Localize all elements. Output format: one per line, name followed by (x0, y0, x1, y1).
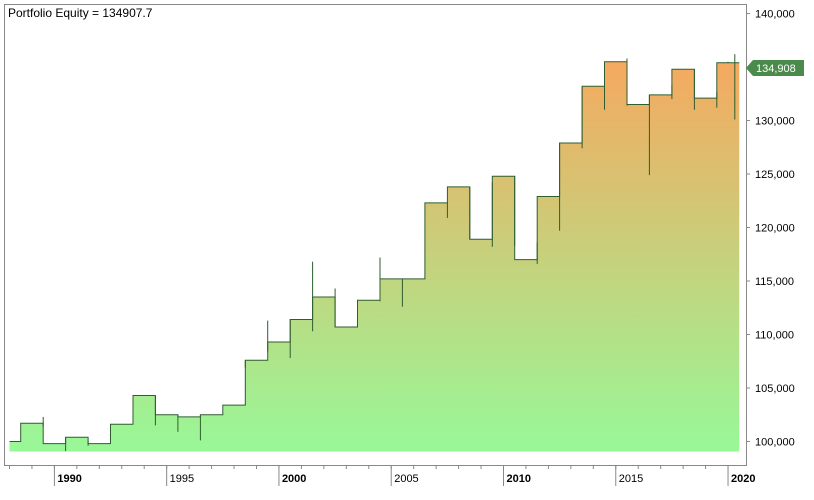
y-tick-label: 105,000 (755, 383, 795, 395)
y-tick-label: 115,000 (755, 276, 794, 288)
chart-title: Portfolio Equity = 134907.7 (8, 6, 153, 20)
y-axis: 100,000 105,000 110,000 115,000 120,000 125,0… (746, 9, 795, 448)
y-tick-label: 130,000 (755, 116, 795, 128)
last-value-marker: 134,908 (746, 60, 804, 77)
y-tick-label: 120,000 (755, 223, 795, 235)
y-tick-label: 125,000 (755, 169, 795, 181)
x-tick-label: 2020 (731, 473, 755, 485)
y-tick-label: 140,000 (755, 9, 795, 21)
wick-layer (42, 54, 736, 452)
x-tick-label: 2015 (619, 473, 643, 485)
equity-line (9, 61, 740, 445)
x-tick-label: 2005 (394, 473, 418, 485)
x-tick-label: 1990 (57, 473, 81, 485)
x-tick-label: 1995 (170, 473, 194, 485)
y-tick-label: 110,000 (755, 329, 794, 341)
x-tick-label: 2000 (282, 473, 306, 485)
x-axis: 1990 1995 2000 2005 2010 2015 2020 (8, 465, 756, 486)
y-tick-label: 100,000 (755, 436, 795, 448)
last-value-tag (746, 60, 804, 77)
x-tick-label: 2010 (506, 473, 530, 485)
equity-area (9, 61, 740, 452)
area-layer (9, 61, 740, 452)
last-value-label: 134,908 (756, 63, 796, 75)
